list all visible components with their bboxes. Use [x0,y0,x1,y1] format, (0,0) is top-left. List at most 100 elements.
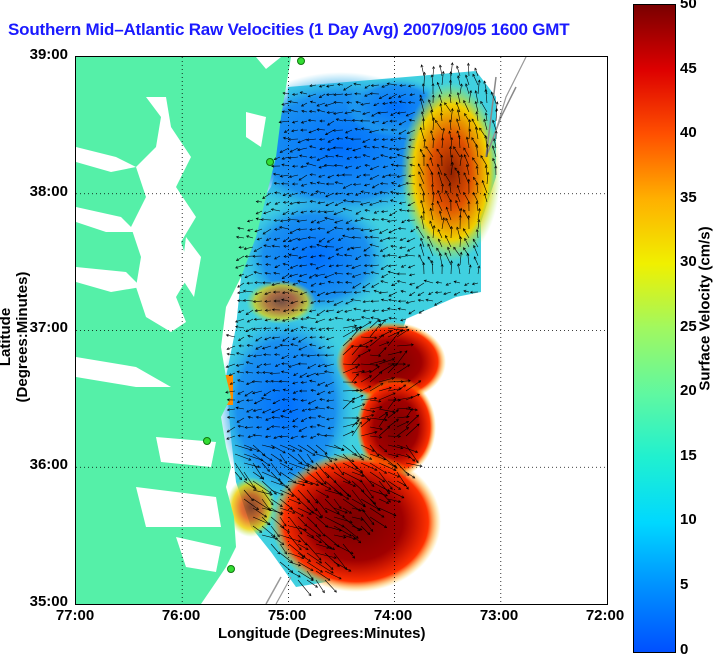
velocity-vector [405,444,419,463]
velocity-vector-head [466,252,470,256]
velocity-vector [310,263,317,266]
velocity-vector [378,471,393,490]
velocity-vector [338,237,344,241]
velocity-vector-head [473,256,477,260]
velocity-vector [342,498,361,512]
velocity-vector-head [485,143,489,147]
velocity-vector-head [379,239,383,242]
velocity-vector-head [314,274,318,277]
velocity-vector-head [324,216,328,220]
velocity-vector [397,174,407,178]
velocity-vector-head [318,95,322,98]
velocity-vector-head [298,339,302,343]
velocity-vector-head [472,73,476,77]
velocity-vector-head [329,459,333,463]
velocity-vector [315,561,334,574]
velocity-vector [324,489,343,496]
velocity-vector-head [378,323,382,327]
velocity-vector [333,111,344,115]
velocity-vector-head [310,568,314,571]
velocity-vector-head [292,381,296,385]
velocity-vector-head [440,263,444,267]
velocity-vector-head [332,128,336,132]
velocity-vector [372,146,380,149]
velocity-vector [439,65,443,77]
velocity-vector [449,131,452,140]
velocity-vector [465,83,470,95]
velocity-vector-head [445,282,449,286]
velocity-vector [364,236,371,239]
velocity-vector [439,253,443,266]
velocity-vector-head [463,172,467,176]
velocity-vector-head [237,299,241,303]
velocity-vector-head [369,264,373,268]
y-tick-label: 39:00 [29,46,68,63]
map-plot-area[interactable] [75,56,608,605]
velocity-vector-head [262,196,266,199]
velocity-vector [238,425,245,428]
velocity-vector [484,80,488,95]
velocity-vector-head [481,180,485,184]
velocity-vector-head [235,235,239,239]
velocity-vector-head [354,324,358,328]
velocity-vector-head [463,191,466,195]
velocity-vector [315,516,328,528]
velocity-vector [389,147,398,150]
velocity-vector [328,426,335,429]
velocity-vector-head [419,97,423,102]
velocity-vector-head [351,400,355,404]
velocity-vector-head [299,374,303,378]
velocity-vector-head [453,146,456,150]
velocity-vector [430,157,434,167]
velocity-vector-head [283,523,287,527]
velocity-vector-head [383,347,387,351]
velocity-vector-head [351,227,355,231]
velocity-vector [354,219,362,222]
velocity-vector-head [307,407,311,411]
velocity-vector-head [289,467,293,471]
velocity-vector [374,290,380,293]
velocity-vector [351,344,362,356]
velocity-vector-head [353,290,357,294]
velocity-vector [369,371,383,383]
velocity-vector-head [334,316,338,320]
velocity-vector [405,462,423,467]
velocity-vector-head [419,94,423,98]
velocity-vector-head [273,237,277,241]
velocity-vector [326,336,335,340]
velocity-vector [458,135,461,149]
velocity-vector-head [430,130,434,134]
velocity-vector [444,252,452,266]
velocity-vector-head [418,380,422,384]
velocity-vector [457,92,461,104]
velocity-vector-head [398,100,402,104]
velocity-vector-head [304,542,308,546]
velocity-vector-head [264,337,268,341]
velocity-vector-head [300,419,304,422]
velocity-vector-head [422,153,426,157]
velocity-vector-head [293,373,297,376]
velocity-vector-head [474,126,478,130]
velocity-vector-head [300,103,304,107]
velocity-vector [328,255,335,260]
velocity-vector-head [378,96,382,99]
velocity-vector-head [252,254,256,258]
velocity-vector-head [408,118,412,122]
velocity-vector [301,399,308,401]
velocity-vector-head [373,210,377,214]
velocity-vector [344,111,353,114]
velocity-vector [432,184,434,194]
velocity-vector [398,183,407,187]
velocity-vector [292,93,299,95]
velocity-vector [237,390,245,395]
velocity-vector-head [309,335,313,339]
velocity-vector-head [358,540,362,544]
velocity-vector-head [237,310,242,313]
velocity-vector [315,579,325,593]
velocity-vector-head [235,363,239,367]
velocity-vector-head [388,230,392,234]
velocity-vector [409,282,416,285]
velocity-vector [438,238,443,248]
velocity-vector-head [371,484,375,487]
velocity-vector [466,137,470,149]
